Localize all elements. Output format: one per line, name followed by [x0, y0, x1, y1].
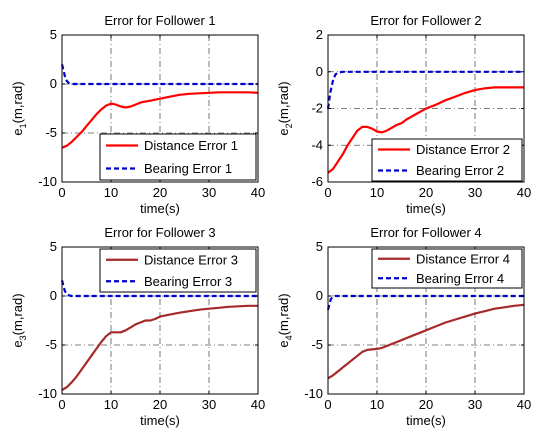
y-tick-label: -4	[311, 137, 323, 152]
x-tick-label: 20	[419, 185, 433, 200]
legend-label: Bearing Error 4	[416, 271, 504, 286]
x-tick-label: 30	[468, 397, 482, 412]
x-tick-label: 0	[324, 185, 331, 200]
series-line-1	[327, 303, 525, 380]
legend-label: Bearing Error 3	[144, 274, 232, 289]
y-axis-label: e3(m,rad)	[10, 293, 28, 347]
y-tick-label: 2	[316, 27, 323, 42]
legend: Distance Error 2 Bearing Error 2	[371, 138, 523, 182]
chart-panel-1: 0 10 20 30 40 -10 -5 0 5 Error for Follower 1 time…	[10, 13, 265, 216]
x-tick-label: 40	[251, 185, 265, 200]
y-tick-label: 0	[316, 288, 323, 303]
x-axis-label: time(s)	[140, 413, 180, 428]
legend-label: Distance Error 4	[416, 251, 510, 266]
x-tick-label: 20	[153, 397, 167, 412]
series-line-1	[61, 91, 259, 149]
x-axis-label: time(s)	[406, 201, 446, 216]
series-line-1	[327, 86, 524, 174]
chart-title: Error for Follower 3	[104, 225, 215, 240]
chart-panel-4: 0 10 20 30 40 -10 -5 0 5 Error for Follower 4 time…	[276, 225, 531, 428]
series-line-1	[61, 304, 258, 392]
x-tick-label: 20	[153, 185, 167, 200]
legend-box	[371, 248, 523, 289]
legend-label: Bearing Error 1	[144, 161, 232, 176]
x-axis-label: time(s)	[140, 201, 180, 216]
legend-label: Distance Error 1	[144, 138, 238, 153]
series-line-2	[326, 70, 524, 109]
y-axis-label: e4(m,rad)	[276, 293, 294, 347]
x-tick-label: 0	[58, 185, 65, 200]
legend-label: Distance Error 2	[416, 142, 510, 157]
legend-box	[99, 248, 257, 293]
chart-panel-3: 0 10 20 30 40 -10 -5 0 5 Error for Follower 3 time…	[10, 225, 265, 428]
y-tick-label: -6	[311, 174, 323, 189]
x-tick-label: 30	[202, 185, 216, 200]
x-tick-label: 40	[517, 397, 531, 412]
chart-title: Error for Follower 1	[104, 13, 215, 28]
series-line-2	[326, 294, 524, 310]
y-tick-label: 5	[50, 239, 57, 254]
x-tick-label: 10	[370, 185, 384, 200]
chart-panel-2: 0 10 20 30 40 -6 -4 -2 0 2 Error for Follower 2 tim…	[276, 13, 531, 216]
legend-box	[99, 133, 257, 181]
legend-box	[371, 138, 523, 182]
x-tick-label: 10	[370, 397, 384, 412]
y-tick-label: 0	[50, 76, 57, 91]
series-line-2	[60, 64, 258, 86]
chart-title: Error for Follower 4	[370, 225, 481, 240]
y-axis-label: e2(m,rad)	[276, 81, 294, 135]
legend-label: Bearing Error 2	[416, 163, 504, 178]
legend: Distance Error 1 Bearing Error 1	[99, 133, 257, 181]
y-axis-label: e1(m,rad)	[10, 81, 28, 135]
x-tick-label: 40	[517, 185, 531, 200]
x-tick-label: 10	[104, 397, 118, 412]
x-tick-label: 40	[251, 397, 265, 412]
y-tick-label: -10	[38, 174, 57, 189]
x-tick-label: 10	[104, 185, 118, 200]
chart-title: Error for Follower 2	[370, 13, 481, 28]
x-tick-label: 20	[419, 397, 433, 412]
y-tick-label: 5	[50, 27, 57, 42]
y-tick-label: -5	[311, 337, 323, 352]
x-tick-label: 0	[58, 397, 65, 412]
legend-label: Distance Error 3	[144, 252, 238, 267]
y-tick-label: -5	[45, 125, 57, 140]
x-axis-label: time(s)	[406, 413, 446, 428]
y-tick-label: 5	[316, 239, 323, 254]
legend: Distance Error 3 Bearing Error 3	[99, 248, 257, 293]
y-tick-label: 0	[50, 288, 57, 303]
y-tick-label: 0	[316, 64, 323, 79]
x-tick-label: 30	[468, 185, 482, 200]
y-tick-label: -10	[38, 386, 57, 401]
y-tick-label: -5	[45, 337, 57, 352]
y-tick-label: -10	[304, 386, 323, 401]
series-line-2	[60, 280, 258, 298]
legend: Distance Error 4 Bearing Error 4	[371, 248, 523, 289]
x-tick-label: 30	[202, 397, 216, 412]
y-tick-label: -2	[311, 101, 323, 116]
x-tick-label: 0	[324, 397, 331, 412]
